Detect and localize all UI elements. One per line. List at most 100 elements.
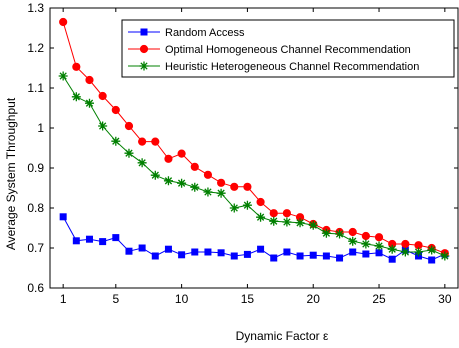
data-point (151, 137, 160, 146)
data-point (243, 182, 252, 191)
data-point (243, 250, 251, 258)
data-point (84, 98, 94, 108)
data-point (230, 182, 239, 191)
data-point (256, 197, 265, 207)
legend-label: Heuristic Heterogeneous Channel Recommen… (165, 61, 419, 73)
legend-entry: Random Access (128, 27, 245, 39)
data-point (72, 62, 81, 71)
legend: Random Access Optimal Homogeneous Channel… (121, 19, 455, 78)
data-point (124, 121, 134, 131)
data-point (203, 187, 213, 197)
data-point (190, 182, 200, 192)
data-point (150, 170, 160, 180)
data-point (191, 248, 199, 256)
series-2 (59, 17, 449, 258)
data-point (282, 217, 292, 227)
data-point (400, 247, 410, 257)
data-point (190, 162, 199, 171)
y-tick-label: 0.7 (27, 241, 44, 255)
data-point (138, 244, 146, 252)
legend-marker (139, 61, 149, 71)
data-point (98, 121, 108, 131)
data-point (309, 251, 317, 259)
data-point (137, 158, 147, 168)
data-point (348, 227, 357, 237)
data-point (229, 203, 239, 213)
y-tick-label: 1 (37, 121, 44, 135)
data-point (125, 247, 133, 255)
data-point (72, 237, 80, 245)
data-point (387, 244, 397, 254)
data-point (374, 233, 384, 242)
data-point (85, 235, 93, 243)
legend-marker (139, 44, 149, 54)
data-point (216, 188, 226, 198)
data-point (177, 149, 186, 158)
legend-entry: Optimal Homogeneous Channel Recommendati… (128, 44, 411, 56)
data-point (349, 248, 357, 256)
data-point (256, 212, 266, 222)
data-point (375, 249, 383, 257)
data-point (348, 236, 358, 246)
data-point (111, 136, 121, 146)
x-tick-label: 5 (112, 292, 119, 306)
data-point (361, 239, 371, 249)
data-point (296, 252, 304, 260)
data-point (308, 220, 318, 230)
x-tick-label: 25 (372, 292, 386, 306)
series-layer (58, 17, 450, 264)
data-point (112, 234, 120, 242)
x-axis-label: Dynamic Factor ε (236, 329, 329, 343)
data-point (217, 249, 225, 257)
y-tick-label: 0.9 (27, 161, 44, 175)
data-point (401, 239, 410, 249)
y-tick-label: 0.8 (27, 201, 44, 215)
x-tick-label: 15 (241, 292, 255, 306)
data-point (98, 91, 107, 101)
data-point (59, 213, 67, 221)
legend-marker (140, 28, 148, 36)
series-1 (59, 213, 449, 264)
data-point (269, 216, 279, 226)
y-tick-label: 0.6 (27, 281, 44, 295)
data-point (335, 229, 345, 239)
data-point (428, 256, 436, 264)
data-point (440, 251, 450, 261)
data-point (164, 154, 173, 163)
data-point (322, 252, 330, 260)
data-point (216, 178, 226, 187)
data-point (427, 245, 437, 255)
data-point (242, 200, 252, 210)
data-point (270, 254, 278, 262)
data-point (295, 218, 305, 228)
x-tick-label: 10 (175, 292, 189, 306)
data-point (203, 170, 213, 179)
data-point (336, 254, 344, 262)
data-point (388, 255, 396, 263)
data-point (124, 148, 134, 158)
data-point (282, 209, 292, 218)
data-point (111, 105, 120, 115)
data-point (269, 209, 278, 218)
y-tick-label: 1.3 (27, 1, 44, 15)
data-point (361, 231, 370, 241)
x-tick-label: 20 (307, 292, 321, 306)
x-tick-label: 30 (438, 292, 452, 306)
data-point (164, 245, 172, 253)
data-point (178, 251, 186, 259)
axis-ticks: 1 5 10 15 20 25 300.60.70.80.911.11.21.3 (27, 1, 458, 306)
data-point (230, 252, 238, 260)
data-point (138, 137, 147, 146)
data-point (283, 248, 291, 256)
data-point (362, 250, 370, 258)
data-point (151, 252, 159, 260)
data-point (374, 241, 384, 251)
data-point (99, 238, 107, 246)
data-point (177, 178, 187, 188)
data-point (414, 247, 424, 257)
x-tick-label: 1 (60, 292, 67, 306)
data-point (163, 176, 173, 186)
legend-entry: Heuristic Heterogeneous Channel Recommen… (128, 61, 419, 73)
y-tick-label: 1.2 (27, 41, 44, 55)
data-point (85, 75, 94, 85)
